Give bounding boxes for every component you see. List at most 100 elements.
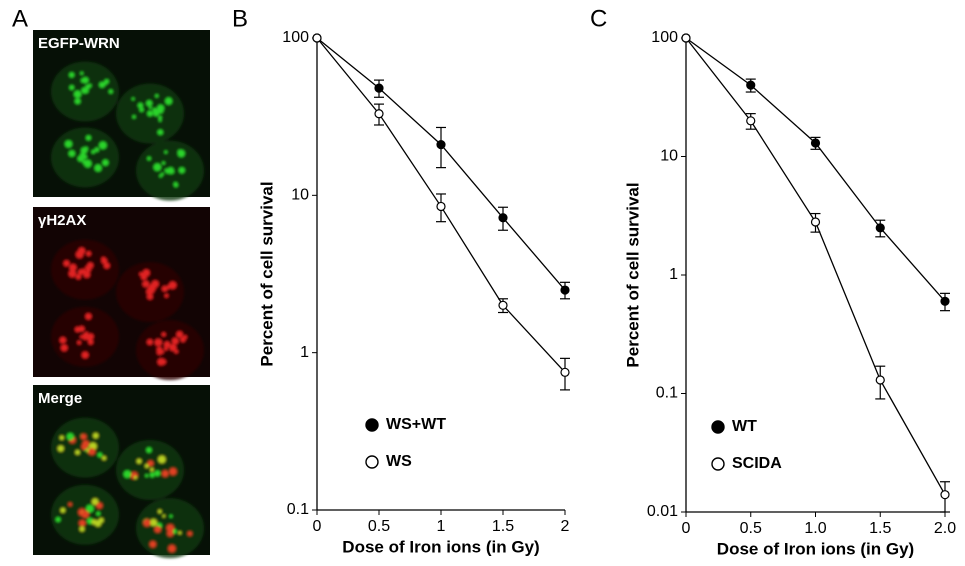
focus [157,509,162,514]
focus [164,97,173,105]
nuclei [51,239,204,381]
focus [80,433,87,440]
focus [131,97,135,101]
focus [149,472,155,478]
focus [83,271,91,279]
focus [169,514,173,518]
focus [166,530,174,537]
focus [164,293,169,298]
focus [132,114,136,119]
focus [91,519,98,525]
focus [83,159,92,168]
focus [86,251,92,257]
focus [133,475,138,480]
data-point [436,140,446,150]
focus [152,107,158,113]
focus [102,159,109,166]
focus [168,544,176,553]
focus [146,110,154,117]
data-point [875,375,885,385]
focus [82,154,88,160]
focus [98,517,104,523]
focus [75,250,84,259]
focus [143,518,151,527]
focus [136,458,142,464]
focus [151,280,159,288]
focus [75,449,81,455]
data-point [374,109,384,119]
focus [78,519,86,527]
focus [97,452,103,458]
data-point [312,33,322,43]
focus [142,280,150,288]
y-tick-label: 100 [282,29,309,46]
x-tick-label: 0 [682,520,691,537]
focus [149,540,157,548]
focus [157,358,165,366]
y-tick-label: 10 [291,187,309,204]
focus [187,531,193,537]
focus [80,71,84,75]
legend-marker [711,420,725,434]
focus [68,269,77,278]
panel-label: A [12,5,28,32]
focus [145,100,153,107]
series-line [685,37,946,496]
focus [158,118,162,122]
focus [161,470,169,477]
focus [81,510,90,519]
focus [153,163,162,172]
focus [87,83,92,88]
focus [59,435,65,440]
focus [173,182,178,187]
focus [108,89,114,94]
focus [157,455,166,464]
focus [75,273,82,280]
x-axis-label: Dose of Iron ions (in Gy) [342,537,539,556]
x-tick-label: 1.5 [869,520,891,537]
focus [162,514,166,518]
focus [59,336,67,344]
y-axis-label: Percent of cell survival [623,182,642,367]
focus [147,460,154,467]
focus [98,141,107,150]
focus [68,150,76,157]
micrograph: EGFP-WRN [33,30,210,201]
focus [69,85,75,91]
x-axis-label: Dose of Iron ions (in Gy) [717,539,914,558]
focus [86,267,92,273]
focus [81,351,89,359]
legend-marker [711,457,725,471]
focus [137,102,144,109]
legend-label: WS [386,453,412,470]
focus [85,504,94,513]
focus [165,169,170,174]
focus [64,140,73,148]
data-point [681,33,691,43]
focus [161,161,166,165]
x-tick-label: 0.5 [368,518,390,535]
y-tick-label: 1 [300,344,309,361]
focus [91,149,96,154]
focus [154,94,159,98]
focus [85,135,92,141]
legend-label: WT [732,418,757,435]
focus [146,447,152,453]
focus [147,156,152,161]
focus [96,502,103,509]
focus [101,256,106,262]
focus [161,332,166,337]
data-point [498,213,508,223]
series-line [685,37,946,302]
focus [144,473,149,478]
y-axis-label: Percent of cell survival [257,181,276,366]
focus [146,293,154,300]
focus [81,443,88,451]
focus [139,107,144,113]
y-tick-label: 1 [669,266,678,283]
data-point [940,296,950,306]
focus [149,289,154,294]
focus [154,338,163,347]
focus [169,467,177,476]
